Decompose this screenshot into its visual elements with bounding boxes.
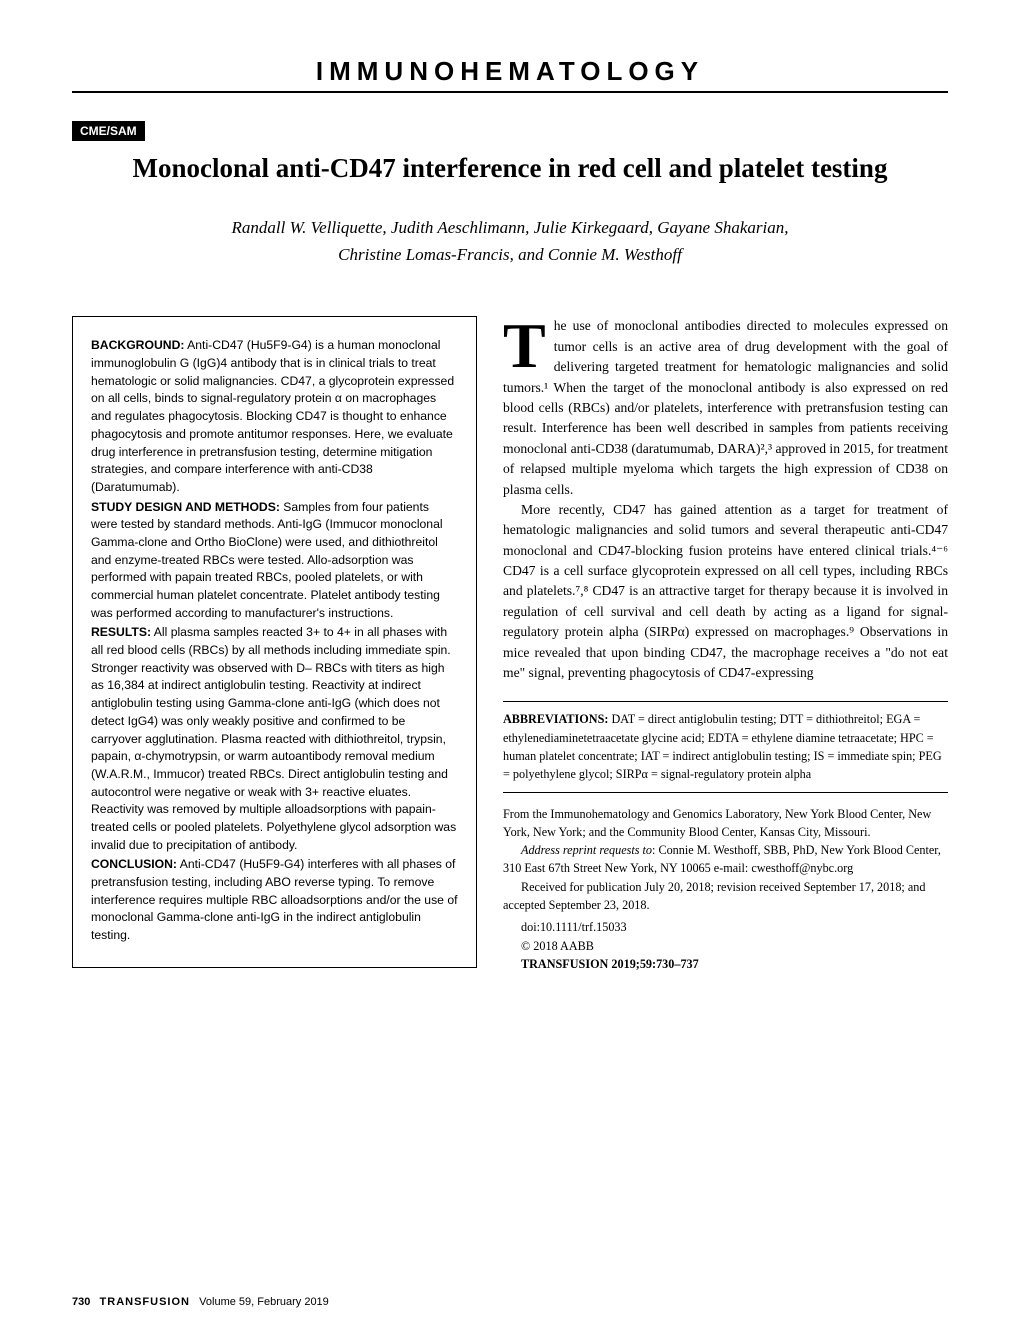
page-number: 730 — [72, 1296, 90, 1308]
copyright: © 2018 AABB — [521, 937, 948, 955]
journal-name: TRANSFUSION — [100, 1296, 190, 1308]
abstract-results: RESULTS: All plasma samples reacted 3+ t… — [91, 624, 458, 854]
dropcap: T — [503, 316, 554, 372]
abstract-background-text: Anti-CD47 (Hu5F9-G4) is a human monoclon… — [91, 338, 454, 494]
abstract-conclusion-head: CONCLUSION: — [91, 857, 177, 871]
page-footer: 730 TRANSFUSION Volume 59, February 2019 — [72, 1296, 948, 1308]
abstract-box: BACKGROUND: Anti-CD47 (Hu5F9-G4) is a hu… — [72, 316, 477, 967]
issue-info: Volume 59, February 2019 — [199, 1296, 329, 1308]
abstract-background: BACKGROUND: Anti-CD47 (Hu5F9-G4) is a hu… — [91, 337, 458, 496]
affil-from: From the Immunohematology and Genomics L… — [503, 805, 948, 842]
right-column: The use of monoclonal antibodies directe… — [503, 316, 948, 973]
abstract-conclusion: CONCLUSION: Anti-CD47 (Hu5F9-G4) interfe… — [91, 856, 458, 944]
doi: doi:10.1111/trf.15033 — [521, 918, 948, 936]
citation: TRANSFUSION 2019;59:730–737 — [521, 955, 948, 973]
left-column: BACKGROUND: Anti-CD47 (Hu5F9-G4) is a hu… — [72, 316, 477, 973]
article-title: Monoclonal anti-CD47 interference in red… — [72, 153, 948, 184]
authors-line-1: Randall W. Velliquette, Judith Aeschlima… — [132, 214, 888, 241]
body-para-2: More recently, CD47 has gained attention… — [503, 500, 948, 684]
affil-reprint-label: Address reprint requests to — [521, 843, 652, 857]
abstract-results-text: All plasma samples reacted 3+ to 4+ in a… — [91, 625, 456, 851]
authors-line-2: Christine Lomas-Francis, and Connie M. W… — [132, 241, 888, 268]
abstract-methods-head: STUDY DESIGN AND METHODS: — [91, 500, 280, 514]
body-para-1: The use of monoclonal antibodies directe… — [503, 316, 948, 500]
abbrev-head: ABBREVIATIONS: — [503, 712, 608, 726]
section-header: IMMUNOHEMATOLOGY — [72, 56, 948, 93]
abbreviations-box: ABBREVIATIONS: DAT = direct antiglobulin… — [503, 701, 948, 792]
abstract-background-head: BACKGROUND: — [91, 338, 184, 352]
affil-received: Received for publication July 20, 2018; … — [503, 878, 948, 915]
affil-reprint: Address reprint requests to: Connie M. W… — [503, 841, 948, 878]
abstract-methods: STUDY DESIGN AND METHODS: Samples from f… — [91, 499, 458, 623]
doi-block: doi:10.1111/trf.15033 © 2018 AABB TRANSF… — [503, 918, 948, 973]
abstract-results-head: RESULTS: — [91, 625, 151, 639]
affiliation-block: From the Immunohematology and Genomics L… — [503, 805, 948, 915]
abstract-methods-text: Samples from four patients were tested b… — [91, 500, 443, 620]
body-text: The use of monoclonal antibodies directe… — [503, 316, 948, 683]
author-list: Randall W. Velliquette, Judith Aeschlima… — [72, 214, 948, 268]
two-column-layout: BACKGROUND: Anti-CD47 (Hu5F9-G4) is a hu… — [72, 316, 948, 973]
cme-sam-tag: CME/SAM — [72, 121, 145, 141]
body-para-1-text: he use of monoclonal antibodies directed… — [503, 318, 948, 496]
